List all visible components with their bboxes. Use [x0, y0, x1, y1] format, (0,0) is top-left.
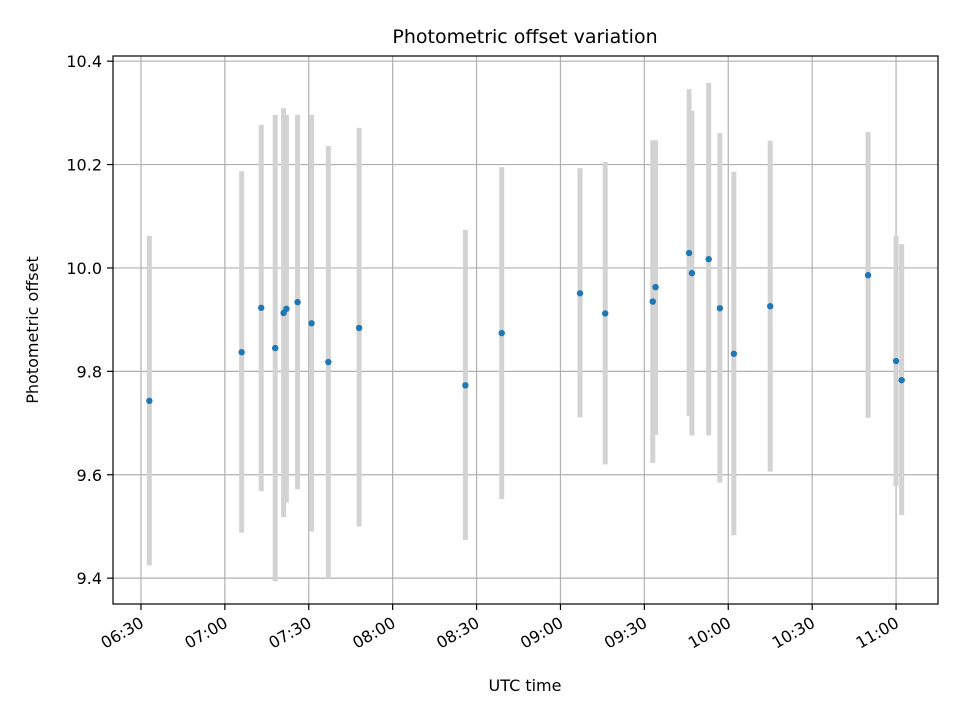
data-point: [355, 324, 363, 332]
data-point: [652, 283, 659, 291]
y-axis-ticks: 9.4 9.6 9.8 10.0 10.2 10.4: [66, 52, 113, 588]
data-point: [498, 329, 505, 337]
data-point: [272, 344, 279, 352]
y-tick-label: 9.4: [77, 569, 102, 588]
data-point: [705, 255, 712, 263]
data-point: [716, 305, 724, 312]
data-point: [258, 304, 265, 311]
y-tick-label: 9.6: [77, 466, 102, 485]
chart-title: Photometric offset variation: [392, 26, 657, 48]
data-points: [146, 249, 905, 405]
data-point: [730, 350, 738, 357]
data-point: [602, 310, 609, 317]
data-point: [462, 382, 469, 389]
grid: [113, 56, 938, 604]
data-point: [283, 305, 290, 313]
y-tick-label: 10.4: [66, 52, 102, 71]
data-point: [238, 349, 245, 356]
data-point: [308, 320, 315, 327]
data-point: [576, 290, 584, 297]
data-point: [325, 358, 332, 366]
y-tick-label: 9.8: [77, 362, 102, 381]
data-point: [294, 298, 301, 306]
y-tick-label: 10.0: [66, 259, 102, 278]
data-point: [688, 269, 696, 277]
y-tick-label: 10.2: [66, 156, 102, 175]
data-point: [898, 376, 905, 384]
plot-frame: [112, 55, 939, 605]
data-point: [864, 272, 872, 279]
data-point: [892, 357, 900, 365]
y-axis-label: Photometric offset: [23, 256, 42, 404]
data-point: [649, 298, 656, 305]
data-point: [685, 249, 693, 257]
data-point: [767, 303, 774, 310]
x-axis-label: UTC time: [489, 676, 562, 695]
data-point: [146, 397, 153, 405]
